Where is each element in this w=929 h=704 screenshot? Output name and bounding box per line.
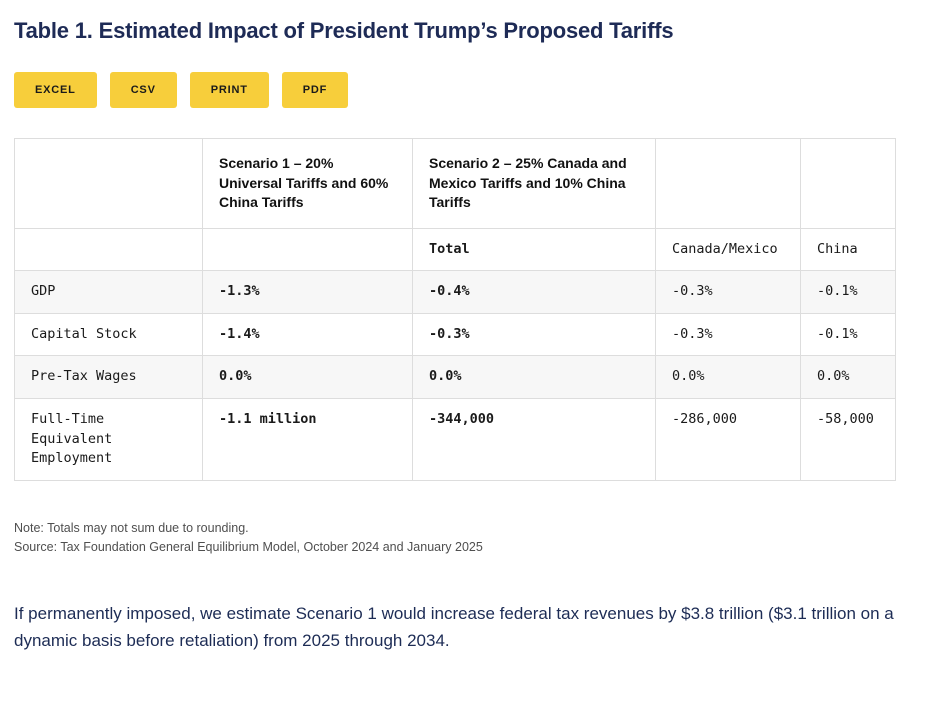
cell-canada-mexico: -0.3% xyxy=(655,312,801,357)
export-excel-button[interactable]: EXCEL xyxy=(14,72,97,108)
cell-total: -344,000 xyxy=(412,398,656,481)
row-label: Pre-Tax Wages xyxy=(14,355,203,400)
column-header-china: China xyxy=(800,227,896,272)
empty-header-cell xyxy=(655,138,801,229)
export-toolbar: EXCEL CSV PRINT PDF xyxy=(14,72,905,108)
table-row-pre-tax-wages: Pre-Tax Wages 0.0% 0.0% 0.0% 0.0% xyxy=(14,355,896,400)
cell-china: -0.1% xyxy=(800,312,896,357)
row-label: GDP xyxy=(14,270,203,314)
note-text: Note: Totals may not sum due to rounding… xyxy=(14,520,249,535)
cell-total: -0.3% xyxy=(412,312,656,357)
empty-header-cell xyxy=(202,227,413,272)
page-title: Table 1. Estimated Impact of President T… xyxy=(14,18,674,43)
export-pdf-button[interactable]: PDF xyxy=(281,72,349,108)
body-paragraph: If permanently imposed, we estimate Scen… xyxy=(14,604,894,650)
cell-china: -0.1% xyxy=(800,270,896,314)
table-column-header-row: Total Canada/Mexico China xyxy=(14,227,896,272)
cell-scenario1: -1.4% xyxy=(202,312,413,357)
table-row-fte-employment: Full-Time Equivalent Employment -1.1 mil… xyxy=(14,398,896,481)
cell-china: -58,000 xyxy=(800,398,896,481)
cell-total: 0.0% xyxy=(412,355,656,400)
cell-scenario1: 0.0% xyxy=(202,355,413,400)
source-text: Source: Tax Foundation General Equilibri… xyxy=(14,540,483,555)
cell-canada-mexico: 0.0% xyxy=(655,355,801,400)
table-footnotes: Note: Totals may not sum due to rounding… xyxy=(14,519,905,558)
table-row-capital-stock: Capital Stock -1.4% -0.3% -0.3% -0.1% xyxy=(14,312,896,357)
export-print-button[interactable]: PRINT xyxy=(189,72,269,108)
row-label: Full-Time Equivalent Employment xyxy=(14,398,203,481)
corner-cell xyxy=(14,138,203,229)
table-group-header-row: Scenario 1 – 20% Universal Tariffs and 6… xyxy=(14,138,896,229)
column-header-total: Total xyxy=(412,227,656,272)
cell-scenario1: -1.1 million xyxy=(202,398,413,481)
cell-scenario1: -1.3% xyxy=(202,270,413,314)
scenario2-header: Scenario 2 – 25% Canada and Mexico Tarif… xyxy=(412,138,656,229)
cell-canada-mexico: -286,000 xyxy=(655,398,801,481)
export-csv-button[interactable]: CSV xyxy=(109,72,177,108)
column-header-canada-mexico: Canada/Mexico xyxy=(655,227,801,272)
cell-total: -0.4% xyxy=(412,270,656,314)
table-row-gdp: GDP -1.3% -0.4% -0.3% -0.1% xyxy=(14,270,896,314)
cell-china: 0.0% xyxy=(800,355,896,400)
empty-header-cell xyxy=(800,138,896,229)
scenario1-header: Scenario 1 – 20% Universal Tariffs and 6… xyxy=(202,138,413,229)
empty-header-cell xyxy=(14,227,203,272)
cell-canada-mexico: -0.3% xyxy=(655,270,801,314)
impact-table: Scenario 1 – 20% Universal Tariffs and 6… xyxy=(14,138,896,481)
article: Table 1. Estimated Impact of President T… xyxy=(14,18,905,650)
row-label: Capital Stock xyxy=(14,312,203,357)
